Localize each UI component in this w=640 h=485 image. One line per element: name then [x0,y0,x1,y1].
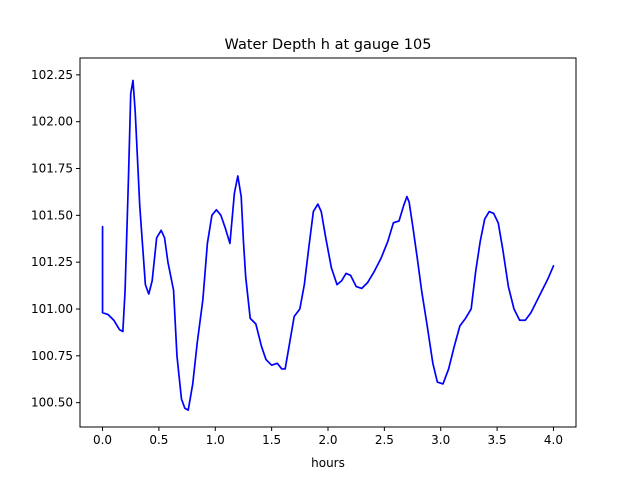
y-axis: 100.50 100.75 101.00 101.25 101.50 101.75 102.… [31,68,80,410]
x-tick-label: 1.5 [262,433,281,447]
x-tick-label: 2.0 [318,433,337,447]
y-tick-label: 101.75 [31,162,73,176]
x-tick-label: 0.0 [93,433,112,447]
y-tick-label: 101.25 [31,255,73,269]
x-tick-label: 1.0 [206,433,225,447]
x-tick-label: 0.5 [149,433,168,447]
y-tick-label: 100.75 [31,349,73,363]
x-tick-label: 3.5 [488,433,507,447]
x-tick-label: 3.0 [431,433,450,447]
x-axis-label: hours [311,456,345,470]
chart-title: Water Depth h at gauge 105 [225,37,432,53]
y-tick-label: 101.50 [31,208,73,222]
y-tick-label: 102.00 [31,115,73,129]
y-tick-label: 101.00 [31,302,73,316]
x-tick-label: 4.0 [544,433,563,447]
x-tick-label: 2.5 [375,433,394,447]
y-tick-label: 102.25 [31,68,73,82]
series-line [101,79,555,411]
x-axis: 0.0 0.5 1.0 1.5 2.0 2.5 3.0 3.5 4.0 [93,427,563,447]
y-tick-label: 100.50 [31,396,73,410]
